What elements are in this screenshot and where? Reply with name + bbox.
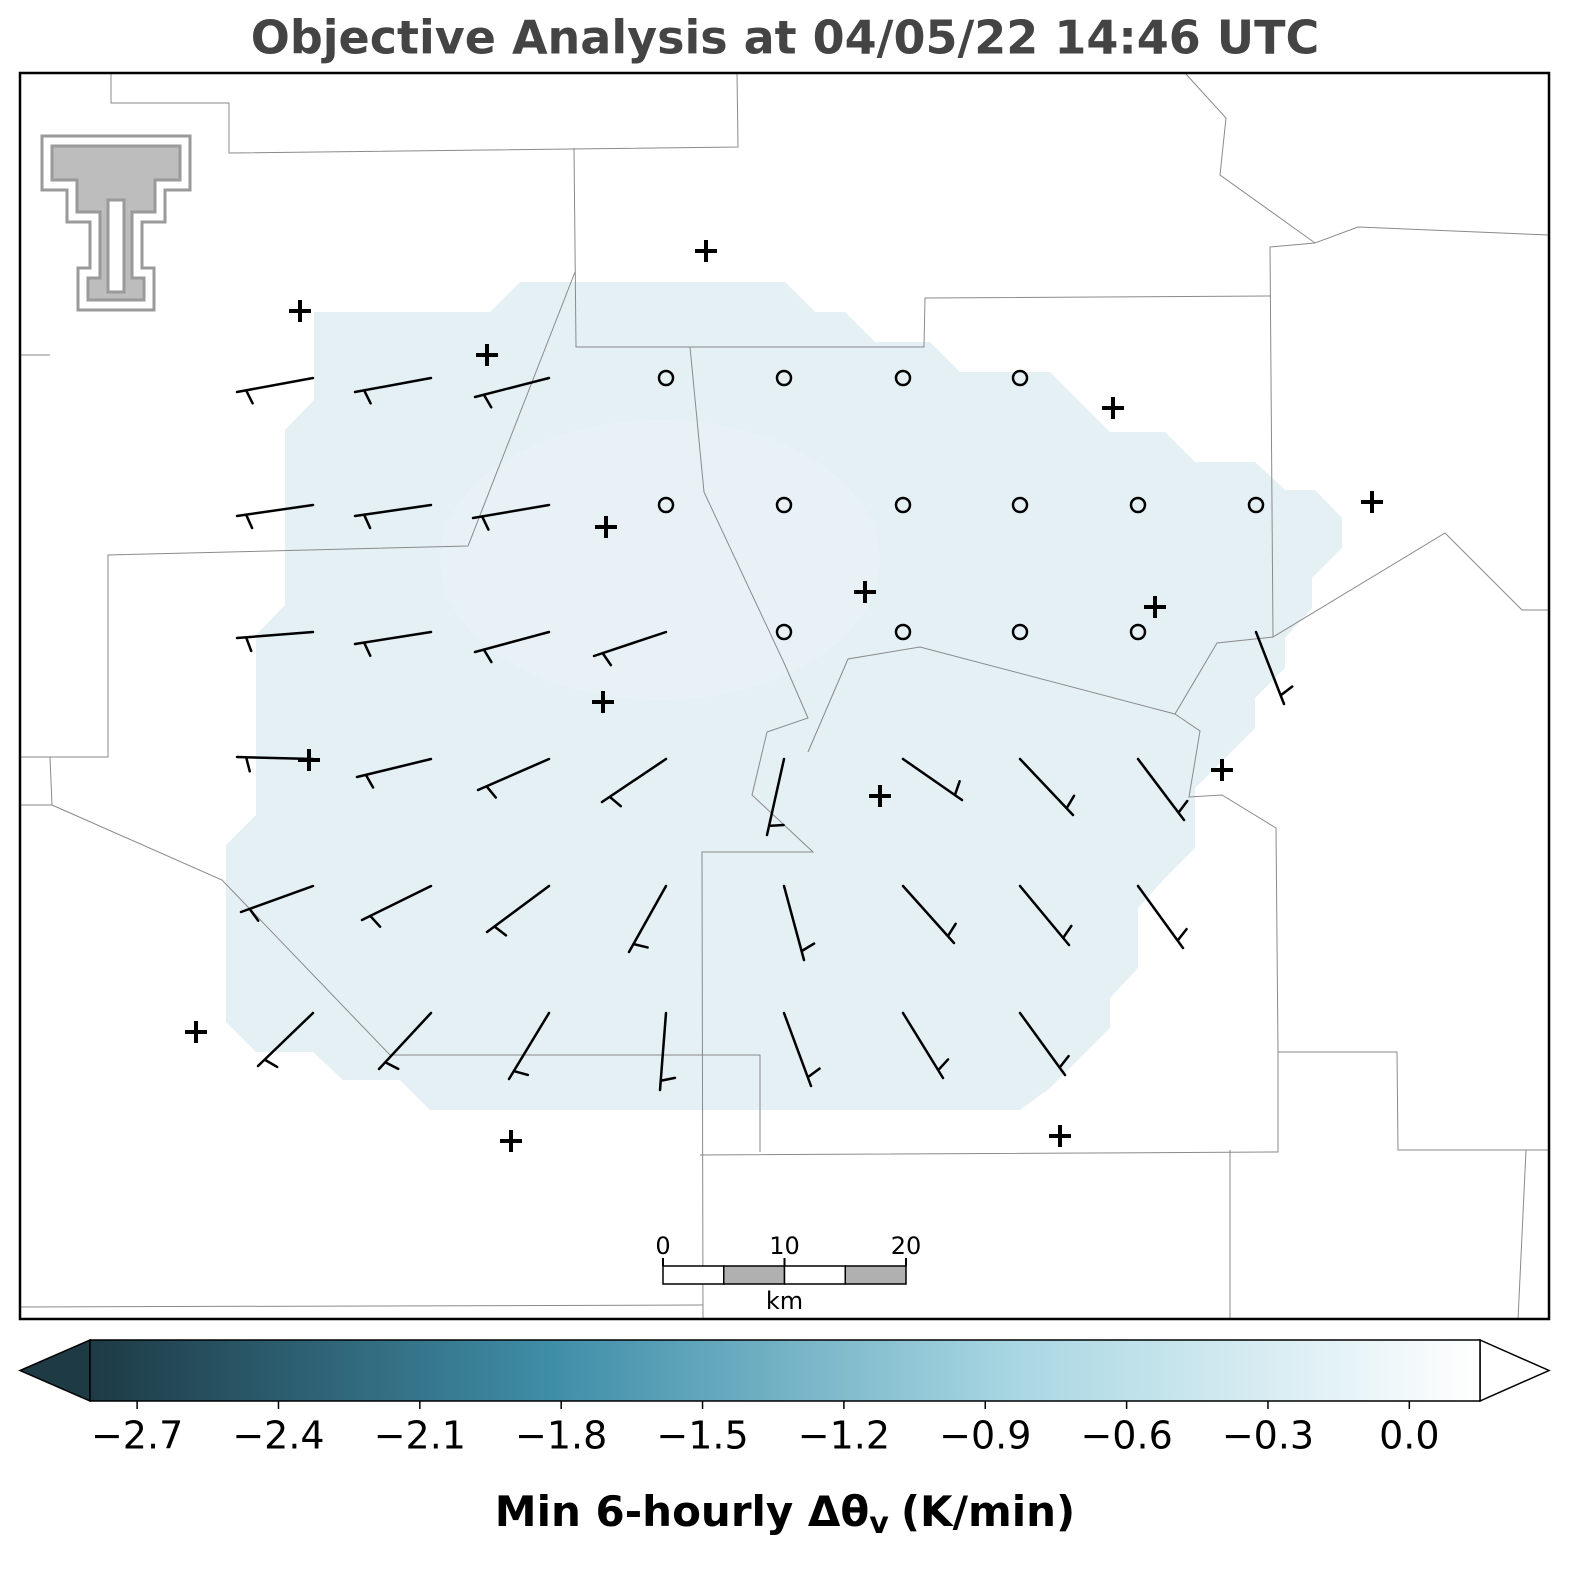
calm-wind: [1247, 496, 1265, 514]
colorbar-tick-label: −2.4: [232, 1414, 324, 1458]
wind-barb: [235, 376, 315, 405]
colorbar-tick-label: −0.9: [939, 1414, 1031, 1458]
wind-barb: [476, 757, 551, 799]
calm-wind: [657, 369, 675, 387]
calm-wind: [894, 369, 912, 387]
scale-segment: [783, 1265, 846, 1285]
station-marker: [1049, 1125, 1071, 1147]
colorbar-body: [89, 1339, 1481, 1402]
wind-barb: [353, 376, 433, 405]
wind-barb: [901, 1011, 950, 1080]
calm-wind: [775, 369, 793, 387]
wind-barb: [782, 884, 816, 962]
map-frame: [18, 71, 1551, 1321]
station-marker: [500, 1130, 522, 1152]
station-marker: [298, 749, 320, 771]
station-marker: [476, 344, 498, 366]
wind-barb: [235, 503, 315, 530]
wind-barb: [377, 1011, 433, 1071]
station-marker: [1144, 596, 1166, 618]
calm-wind: [1011, 496, 1029, 514]
wind-barb: [485, 884, 551, 937]
colorbar-tick-label: −2.7: [91, 1414, 183, 1458]
colorbar-tick-label: −2.1: [374, 1414, 466, 1458]
scale-label: 10: [769, 1232, 800, 1260]
scale-segment: [723, 1265, 786, 1285]
wind-barb: [1018, 884, 1073, 947]
scale-label: 20: [891, 1232, 922, 1260]
title: Objective Analysis at 04/05/22 14:46 UTC: [251, 11, 1320, 65]
colorbar-tick-label: 0.0: [1379, 1414, 1439, 1458]
colorbar-tick-label: −1.2: [798, 1414, 890, 1458]
wind-barb: [239, 884, 315, 922]
wind-barb: [1254, 630, 1294, 706]
wind-barb: [600, 757, 668, 808]
wind-barb: [765, 757, 786, 837]
label-main: Min 6-hourly Δθ: [495, 1487, 870, 1536]
station-marker: [1211, 759, 1233, 781]
analysis-field: [226, 282, 1342, 1110]
colorbar-label: Min 6-hourly Δθv (K/min): [495, 1487, 1075, 1541]
scale-segment: [844, 1265, 907, 1285]
calm-wind: [1129, 623, 1147, 641]
wind-barb: [355, 757, 433, 789]
station-marker: [289, 300, 311, 322]
wind-barb: [360, 884, 433, 928]
calm-wind: [1129, 496, 1147, 514]
label-sub: v: [869, 1506, 889, 1541]
station-marker: [869, 785, 891, 807]
wind-barb: [473, 376, 551, 409]
calm-wind: [894, 496, 912, 514]
wind-barb: [507, 1011, 551, 1081]
colorbar-tick-label: −1.8: [515, 1414, 607, 1458]
wind-barb: [627, 884, 668, 954]
wind-barb: [471, 503, 551, 531]
label-unit: (K/min): [901, 1487, 1075, 1536]
calm-wind: [775, 623, 793, 641]
wind-barb: [1018, 1011, 1070, 1077]
scale-segment: [662, 1265, 725, 1285]
station-marker: [592, 691, 614, 713]
calm-wind: [1011, 623, 1029, 641]
scale-bar: 0 10 20 km: [655, 1232, 921, 1315]
wind-barb: [353, 503, 433, 530]
wind-barb: [1136, 757, 1189, 822]
colorbar: −2.7 −2.4 −2.1 −1.8 −1.5 −1.2 −0.9 −0.6 −0.3 0.0: [18, 1338, 1551, 1458]
calm-wind: [1011, 369, 1029, 387]
station-marker: [695, 240, 717, 262]
stations: [185, 240, 1383, 1152]
wind-barb: [353, 630, 433, 658]
logo: [40, 134, 192, 312]
scale-unit: km: [766, 1287, 803, 1315]
wind-barb: [235, 630, 315, 653]
county-borders: [19, 72, 1550, 1321]
station-marker: [854, 581, 876, 603]
colorbar-extend-high: [1479, 1338, 1551, 1403]
colorbar-tick-label: −0.6: [1080, 1414, 1172, 1458]
scale-label: 0: [655, 1232, 670, 1260]
wind-barb: [592, 630, 668, 667]
analysis-contour: [440, 420, 880, 700]
station-marker: [1361, 491, 1383, 513]
calm-wind: [894, 623, 912, 641]
colorbar-tick-label: −0.3: [1222, 1414, 1314, 1458]
wind-barb: [901, 884, 957, 945]
map: [18, 71, 1551, 1321]
wind-barb: [256, 1011, 315, 1069]
station-marker: [595, 516, 617, 538]
calm-wind: [657, 496, 675, 514]
wind-barb: [473, 630, 551, 664]
station-marker: [1102, 397, 1124, 419]
wind-barb: [782, 1011, 821, 1088]
colorbar-tick-label: −1.5: [656, 1414, 748, 1458]
colorbar-extend-low: [18, 1338, 91, 1403]
wind-barb: [901, 757, 964, 802]
wind-barb: [1136, 884, 1188, 950]
wind-barb: [658, 1011, 677, 1092]
calm-wind: [775, 496, 793, 514]
wind-barb: [1018, 757, 1076, 817]
station-marker: [185, 1021, 207, 1043]
